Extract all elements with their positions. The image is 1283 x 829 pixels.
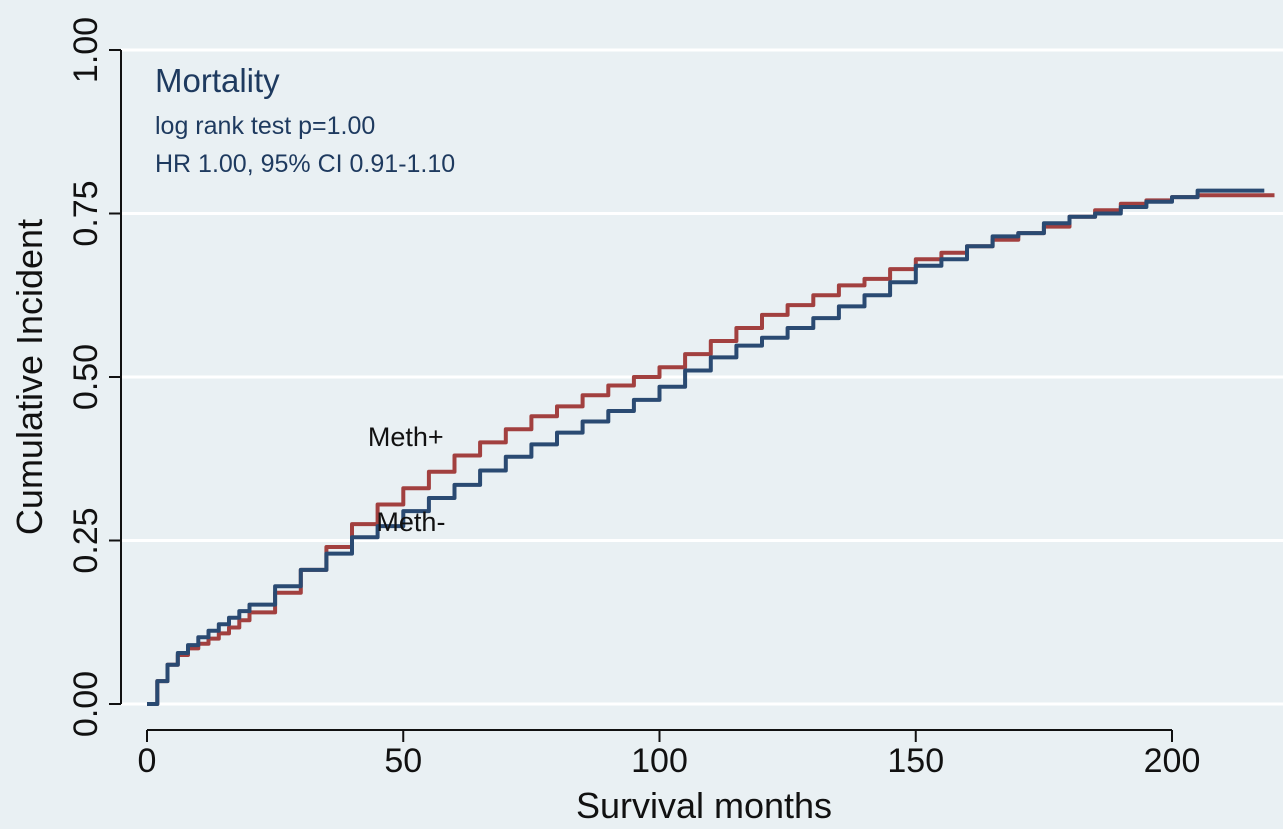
x-tick-label-2: 100 (631, 742, 688, 780)
annotation-heading: Mortality (155, 62, 280, 99)
y-tick-label-2: 0.50 (67, 344, 105, 410)
y-tick-label-0: 0.00 (67, 671, 105, 737)
label-layer: Meth+ Meth- (368, 422, 446, 537)
axis-layer: 0.00 0.25 0.50 0.75 1.00 0 50 100 150 200 (67, 17, 1200, 780)
series-label-meth-minus: Meth- (376, 507, 445, 537)
y-tick-label-1: 0.25 (67, 507, 105, 573)
y-tick-label-3: 0.75 (67, 180, 105, 246)
y-tick-label-4: 1.00 (67, 17, 105, 83)
x-tick-label-4: 200 (1144, 742, 1201, 780)
series-line-meth-minus (147, 188, 1265, 706)
annotation-log-rank: log rank test p=1.00 (155, 112, 375, 140)
x-tick-label-3: 150 (887, 742, 944, 780)
x-axis-title: Survival months (576, 785, 832, 826)
series-label-meth-plus: Meth+ (368, 422, 444, 452)
grid-layer (121, 48, 1283, 706)
series-layer (147, 188, 1275, 706)
y-axis-title: Cumulative Incident (9, 219, 50, 535)
annotation-hazard-ratio: HR 1.00, 95% CI 0.91-1.10 (155, 150, 455, 178)
x-tick-label-0: 0 (138, 742, 157, 780)
x-tick-label-1: 50 (384, 742, 422, 780)
